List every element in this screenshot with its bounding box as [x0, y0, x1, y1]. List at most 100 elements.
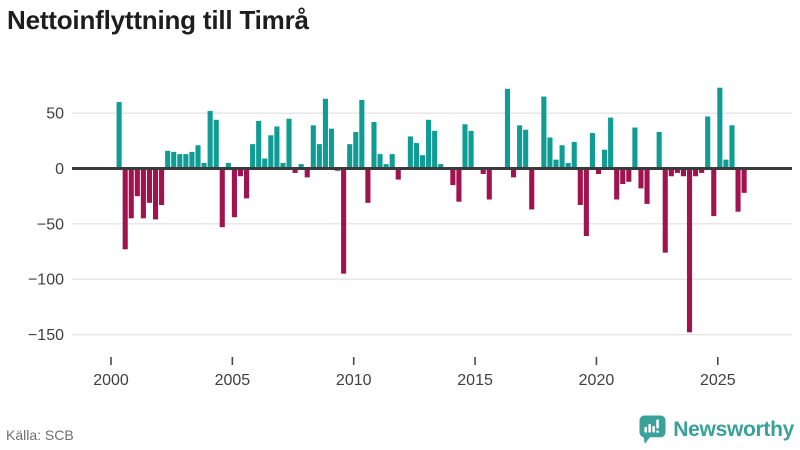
bar-2007Q4	[298, 164, 304, 169]
bar-2011Q2	[383, 164, 389, 169]
bar-2008Q4	[322, 98, 328, 169]
bar-2004Q4	[225, 162, 231, 169]
bar-2005Q2	[237, 168, 244, 177]
x-tick-label-2025: 2025	[700, 372, 736, 389]
newsworthy-wordmark: Newsworthy	[673, 418, 794, 441]
bar-2025Q3	[729, 125, 735, 169]
bar-2018Q3	[559, 145, 565, 169]
bar-2022Q4	[662, 168, 668, 253]
bar-2008Q2	[310, 125, 316, 169]
bar-2018Q4	[565, 162, 571, 169]
y-tick-label--100: −100	[28, 272, 64, 289]
bar-2006Q1	[256, 120, 262, 169]
bar-2017Q2	[529, 168, 535, 210]
source-note: Källa: SCB	[6, 427, 74, 443]
bar-2006Q3	[268, 135, 274, 169]
speech-bubble-tail	[643, 435, 652, 444]
bar-2007Q2	[286, 118, 292, 169]
bar-2022Q3	[656, 131, 662, 169]
bar-2024Q4	[711, 168, 717, 217]
bar-2021Q1	[620, 168, 626, 184]
bar-2022Q1	[644, 168, 650, 204]
bar-2009Q3	[341, 168, 347, 274]
bar-2021Q4	[638, 168, 644, 189]
chart-title: Nettoinflyttning till Timrå	[7, 5, 309, 35]
bar-2023Q1	[668, 168, 674, 177]
bar-2004Q2	[213, 119, 219, 169]
bar-2025Q2	[723, 159, 729, 169]
bar-2016Q3	[510, 168, 517, 178]
x-tick-label-2005: 2005	[215, 372, 251, 389]
bar-2003Q3	[195, 145, 201, 169]
y-tick-label--150: −150	[28, 327, 64, 344]
bar-2005Q4	[250, 144, 256, 169]
bar-2016Q2	[504, 88, 511, 169]
bar-2008Q1	[304, 168, 310, 178]
bar-2007Q1	[280, 162, 286, 169]
bar-2002Q4	[177, 154, 183, 169]
bar-2023Q4	[686, 168, 693, 333]
bar-2021Q2	[626, 168, 632, 182]
x-tick-label-2015: 2015	[457, 372, 493, 389]
bar-2004Q3	[219, 168, 225, 228]
bar-2005Q3	[244, 168, 250, 199]
mini-bar-chart-glyph	[644, 419, 660, 433]
bar-2010Q3	[365, 168, 371, 203]
bar-2020Q2	[602, 149, 608, 169]
bar-2024Q1	[693, 168, 699, 177]
bar-2025Q1	[717, 87, 723, 169]
bar-2003Q2	[189, 151, 195, 169]
bar-2017Q1	[523, 129, 529, 169]
bar-2011Q1	[377, 154, 383, 169]
bar-2002Q3	[171, 151, 177, 169]
bar-2019Q2	[577, 168, 583, 206]
bar-2000Q4	[128, 168, 134, 219]
bar-2006Q2	[262, 158, 268, 169]
bar-2006Q4	[274, 126, 280, 169]
bar-2016Q4	[517, 125, 523, 169]
bar-2011Q4	[395, 168, 401, 180]
bar-2014Q4	[468, 130, 474, 169]
bar-2018Q1	[547, 137, 553, 169]
bar-2001Q3	[146, 168, 153, 203]
bar-2010Q2	[359, 99, 365, 169]
bar-2020Q1	[595, 168, 602, 175]
bar-2012Q4	[419, 155, 426, 169]
bar-2019Q1	[571, 141, 577, 169]
bar-2010Q1	[353, 131, 359, 169]
bar-2013Q3	[438, 164, 444, 169]
bar-2014Q2	[456, 168, 462, 202]
bar-2003Q4	[201, 162, 207, 169]
bar-2020Q3	[608, 117, 614, 169]
bar-2014Q1	[450, 168, 456, 186]
bar-2024Q2	[699, 168, 705, 173]
newsworthy-logo-icon	[639, 415, 666, 444]
bar-2001Q1	[134, 168, 140, 197]
bar-2009Q1	[328, 128, 335, 169]
bar-2009Q4	[347, 144, 353, 169]
bar-2005Q1	[231, 168, 237, 218]
bar-2011Q3	[389, 154, 395, 169]
bar-2015Q3	[486, 168, 492, 200]
bar-2019Q3	[583, 168, 589, 237]
bar-2012Q3	[413, 143, 419, 169]
bar-2019Q4	[589, 133, 595, 169]
bar-2004Q1	[207, 110, 213, 169]
bar-2001Q2	[140, 168, 146, 219]
bar-2025Q4	[735, 168, 741, 212]
x-tick-label-2000: 2000	[93, 372, 129, 389]
newsworthy-brand: Newsworthy	[639, 415, 794, 445]
bar-2003Q1	[183, 154, 189, 169]
x-tick-label-2020: 2020	[579, 372, 615, 389]
bar-2026Q1	[741, 168, 747, 193]
y-tick-label-0: 0	[55, 161, 64, 178]
bar-2020Q4	[614, 168, 620, 200]
bar-2018Q2	[553, 159, 559, 169]
bar-2017Q4	[541, 96, 547, 169]
bar-2001Q4	[152, 168, 159, 220]
bar-2000Q3	[122, 168, 128, 250]
bar-2014Q3	[462, 124, 468, 169]
bar-2002Q2	[165, 150, 171, 169]
